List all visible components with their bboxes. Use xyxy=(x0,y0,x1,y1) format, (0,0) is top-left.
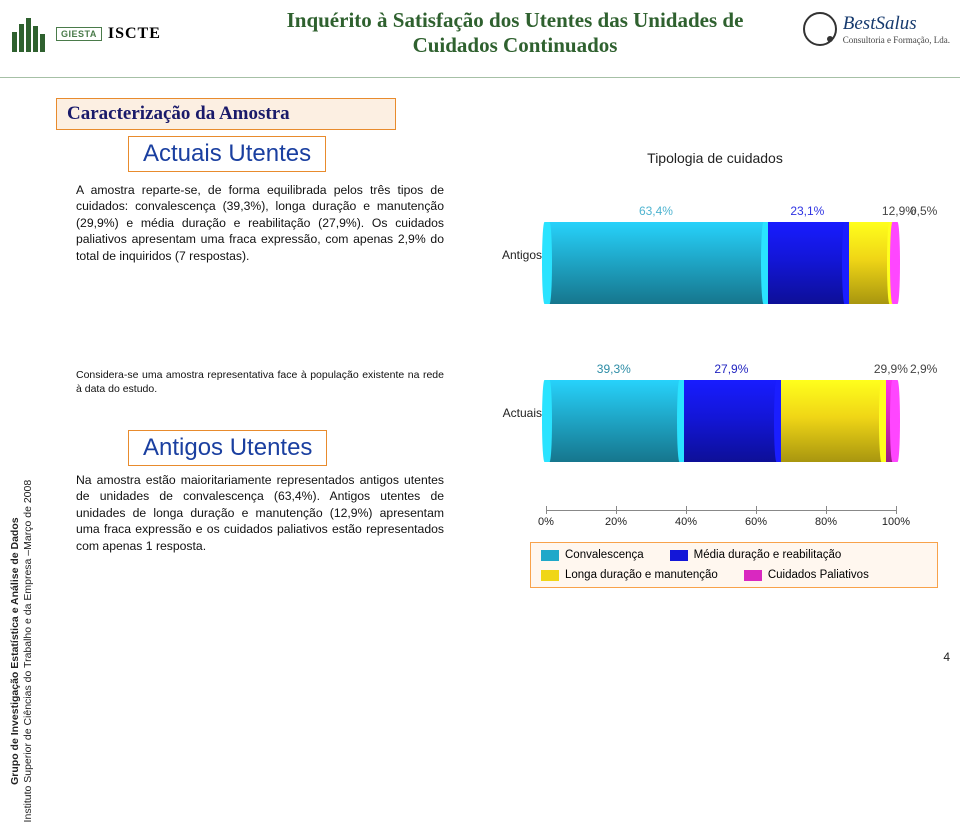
paragraph-actuais: A amostra reparte-se, de forma equilibra… xyxy=(76,182,444,264)
legend-swatch-icon xyxy=(541,570,559,581)
axis-tick xyxy=(546,506,547,514)
page-number: 4 xyxy=(943,650,950,664)
bestsalus-text: BestSalus Consultoria e Formação, Lda. xyxy=(843,13,950,45)
section-title: Caracterização da Amostra xyxy=(56,98,396,130)
axis-tick-label: 60% xyxy=(745,516,767,528)
chart-value-label: 39,3% xyxy=(597,362,631,376)
axis-tick-label: 80% xyxy=(815,516,837,528)
giesta-label: GIESTA xyxy=(56,27,102,41)
axis-tick xyxy=(896,506,897,514)
page-header: GIESTA ISCTE Inquérito à Satisfação dos … xyxy=(0,0,960,78)
typology-chart: Tipologia de cuidados Antigos 63,4% 23,1% 1… xyxy=(484,150,946,610)
legend-item: Média duração e reabilitação xyxy=(670,549,842,561)
subhead-actuais: Actuais Utentes xyxy=(128,136,326,172)
legend-item: Convalescença xyxy=(541,549,644,561)
chart-value-label: 63,4% xyxy=(639,204,673,218)
axis-tick xyxy=(616,506,617,514)
legend-label: Cuidados Paliativos xyxy=(768,569,869,581)
paragraph-note: Considera-se uma amostra representativa … xyxy=(76,368,444,396)
subhead-antigos: Antigos Utentes xyxy=(128,430,327,466)
axis-tick-label: 0% xyxy=(538,516,554,528)
axis-tick xyxy=(756,506,757,514)
chart-segment xyxy=(849,222,894,304)
chart-segment xyxy=(768,222,849,304)
chart-value-label: 27,9% xyxy=(714,362,748,376)
axis-tick-label: 100% xyxy=(882,516,910,528)
chart-value-label: 29,9% xyxy=(874,362,908,376)
chart-x-axis: 0%20%40%60%80%100% xyxy=(546,510,896,511)
chart-row-label: Antigos xyxy=(486,248,542,262)
chart-value-label: 23,1% xyxy=(790,204,824,218)
legend-swatch-icon xyxy=(744,570,762,581)
legend-swatch-icon xyxy=(670,550,688,561)
attribution-line1: Grupo de Investigação Estatística e Anál… xyxy=(9,480,22,822)
chart-segment xyxy=(546,380,684,462)
axis-tick-label: 20% xyxy=(605,516,627,528)
paragraph-antigos: Na amostra estão maioritariamente repres… xyxy=(76,472,444,554)
chart-segment xyxy=(546,222,768,304)
legend-label: Convalescença xyxy=(565,549,644,561)
chart-value-label: 2,9% xyxy=(910,362,937,376)
chart-value-label: 0,5% xyxy=(910,204,937,218)
chart-segment xyxy=(684,380,782,462)
axis-tick xyxy=(826,506,827,514)
axis-tick-label: 40% xyxy=(675,516,697,528)
legend-item: Cuidados Paliativos xyxy=(744,569,869,581)
chart-segment xyxy=(781,380,886,462)
chart-row-actuais: Actuais39,3%27,9%29,9%2,9% xyxy=(546,362,896,472)
left-vertical-attribution: Grupo de Investigação Estatística e Anál… xyxy=(2,100,42,664)
legend-label: Longa duração e manutenção xyxy=(565,569,718,581)
left-logo-group: GIESTA ISCTE xyxy=(10,14,161,54)
chart-row-antigos: Antigos63,4%23,1%12,9%0,5% xyxy=(546,204,896,314)
chart-row-label: Actuais xyxy=(486,406,542,420)
legend-swatch-icon xyxy=(541,550,559,561)
axis-tick xyxy=(686,506,687,514)
bestsalus-icon xyxy=(803,12,837,46)
legend-label: Média duração e reabilitação xyxy=(694,549,842,561)
chart-title: Tipologia de cuidados xyxy=(484,150,946,166)
bestsalus-sub: Consultoria e Formação, Lda. xyxy=(843,35,950,45)
iscte-label: ISCTE xyxy=(108,25,161,43)
bestsalus-name: BestSalus xyxy=(843,13,950,35)
cylinder xyxy=(546,222,896,304)
attribution-line2: Instituto Superior de Ciências do Trabal… xyxy=(22,480,35,822)
bars-icon xyxy=(10,14,50,54)
report-title: Inquérito à Satisfação dos Utentes das U… xyxy=(280,8,750,58)
right-logo-group: BestSalus Consultoria e Formação, Lda. xyxy=(803,12,950,46)
chart-legend: Convalescença Média duração e reabilitaçã… xyxy=(530,542,938,588)
cylinder xyxy=(546,380,896,462)
legend-item: Longa duração e manutenção xyxy=(541,569,718,581)
